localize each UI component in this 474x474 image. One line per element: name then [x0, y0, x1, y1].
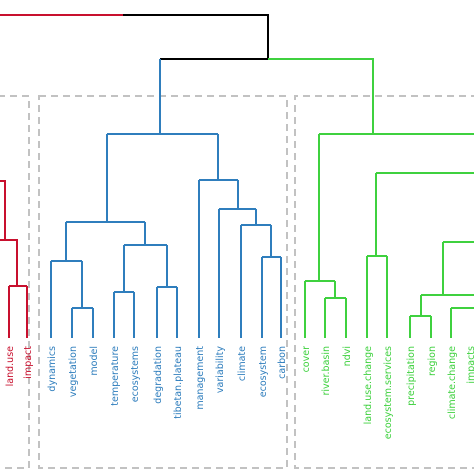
green-cluster-links [268, 58, 474, 338]
blue-top-link [106, 133, 219, 222]
precip-region-link [409, 315, 432, 338]
var-clim-eco-carbon-link [218, 208, 257, 338]
leaf-label: land.use [5, 346, 16, 387]
veg-model-link [71, 307, 94, 338]
leaf-label: climate [237, 346, 248, 381]
red-cluster-links [0, 14, 123, 338]
leaf-label: tibetan.plateau [173, 346, 184, 419]
leaf-label: region [427, 346, 438, 376]
leaf-label: dynamics [47, 346, 58, 392]
cover-river-ndvi-link [304, 280, 336, 338]
green-top-link [318, 133, 474, 281]
leaf-label: model [89, 346, 100, 376]
red-link-a [0, 180, 6, 240]
leaf-label: management [195, 346, 206, 410]
clim-eco-carbon-link [240, 224, 272, 338]
blue-cluster-links [50, 59, 282, 338]
blue-leaf-labels: dynamics vegetation model temperature ec… [47, 346, 288, 419]
leaf-label: river.basin [321, 346, 332, 396]
leaf-label: vegetation [68, 346, 79, 397]
blue-left-link [65, 221, 146, 261]
red-cluster-box [0, 95, 30, 469]
leaf-label: ndvi [342, 346, 353, 366]
red-leaf-pair-link [8, 285, 28, 338]
leaf-label: land.use.change [363, 346, 374, 424]
leaf-label: ecosystems [130, 346, 141, 402]
leaf-label: carbon [277, 346, 288, 379]
leaf-label: variability [215, 346, 226, 393]
green-sub-link [375, 172, 474, 256]
leaf-label: degradation [153, 346, 164, 404]
leaf-label: precipitation [406, 346, 417, 406]
green-right-link [442, 241, 474, 295]
leaf-label: ecosystem [258, 346, 269, 397]
green-leaf-labels: cover river.basin ndvi land.use.change e… [301, 346, 474, 439]
luc-es-link [366, 255, 388, 338]
temp-eco-degr-tib-link [123, 244, 168, 292]
blue-cluster-box [38, 95, 288, 469]
leaf-label: impact [23, 346, 34, 379]
dyn-veg-model-link [50, 260, 83, 338]
red-leaf-labels: land.use impact [5, 346, 34, 387]
leaf-label: temperature [110, 346, 121, 406]
leaf-label: impacts [466, 346, 474, 384]
blue-right-link [198, 179, 239, 338]
river-ndvi-link [324, 297, 347, 338]
temp-eco-link [113, 291, 135, 338]
green-from-root-link [268, 58, 374, 134]
red-link-b [0, 239, 18, 286]
root-link [123, 14, 269, 59]
climate-change-link [450, 307, 474, 338]
precip-region-cc-link [420, 294, 474, 316]
degr-tib-link [156, 286, 178, 338]
leaf-label: ecosystem.services [383, 346, 394, 439]
cluster-boxes [0, 95, 474, 469]
root-links [123, 14, 269, 60]
leaf-label: climate.change [447, 346, 458, 419]
leaf-label: cover [301, 346, 312, 373]
eco-carbon-link [261, 256, 282, 338]
